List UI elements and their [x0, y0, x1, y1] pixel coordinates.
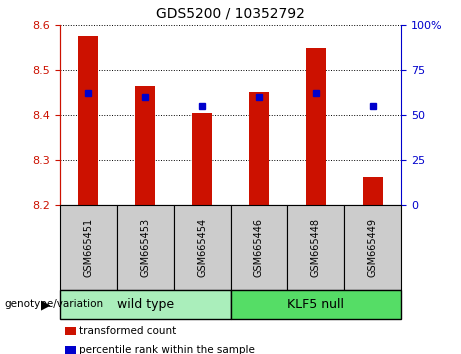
Text: GSM665451: GSM665451 [83, 218, 94, 278]
Text: transformed count: transformed count [79, 326, 177, 336]
Text: KLF5 null: KLF5 null [287, 298, 344, 311]
Title: GDS5200 / 10352792: GDS5200 / 10352792 [156, 7, 305, 21]
Bar [363, 177, 383, 205]
Text: GSM665453: GSM665453 [140, 218, 150, 278]
Bar [174, 205, 230, 290]
Bar [249, 92, 269, 205]
Bar [287, 205, 344, 290]
Text: GSM665454: GSM665454 [197, 218, 207, 278]
Bar [192, 113, 212, 205]
Bar [117, 205, 174, 290]
Text: GSM665448: GSM665448 [311, 218, 321, 277]
Bar [78, 36, 98, 205]
Bar [230, 205, 287, 290]
Bar [60, 205, 117, 290]
Text: GSM665449: GSM665449 [367, 218, 378, 277]
Text: genotype/variation: genotype/variation [5, 299, 104, 309]
Text: percentile rank within the sample: percentile rank within the sample [79, 346, 255, 354]
Text: GSM665446: GSM665446 [254, 218, 264, 277]
Bar [135, 86, 155, 205]
Bar [230, 290, 401, 319]
Bar [60, 290, 230, 319]
Text: wild type: wild type [117, 298, 174, 311]
Bar [344, 205, 401, 290]
Bar [306, 48, 326, 205]
Text: ▶: ▶ [41, 298, 51, 311]
